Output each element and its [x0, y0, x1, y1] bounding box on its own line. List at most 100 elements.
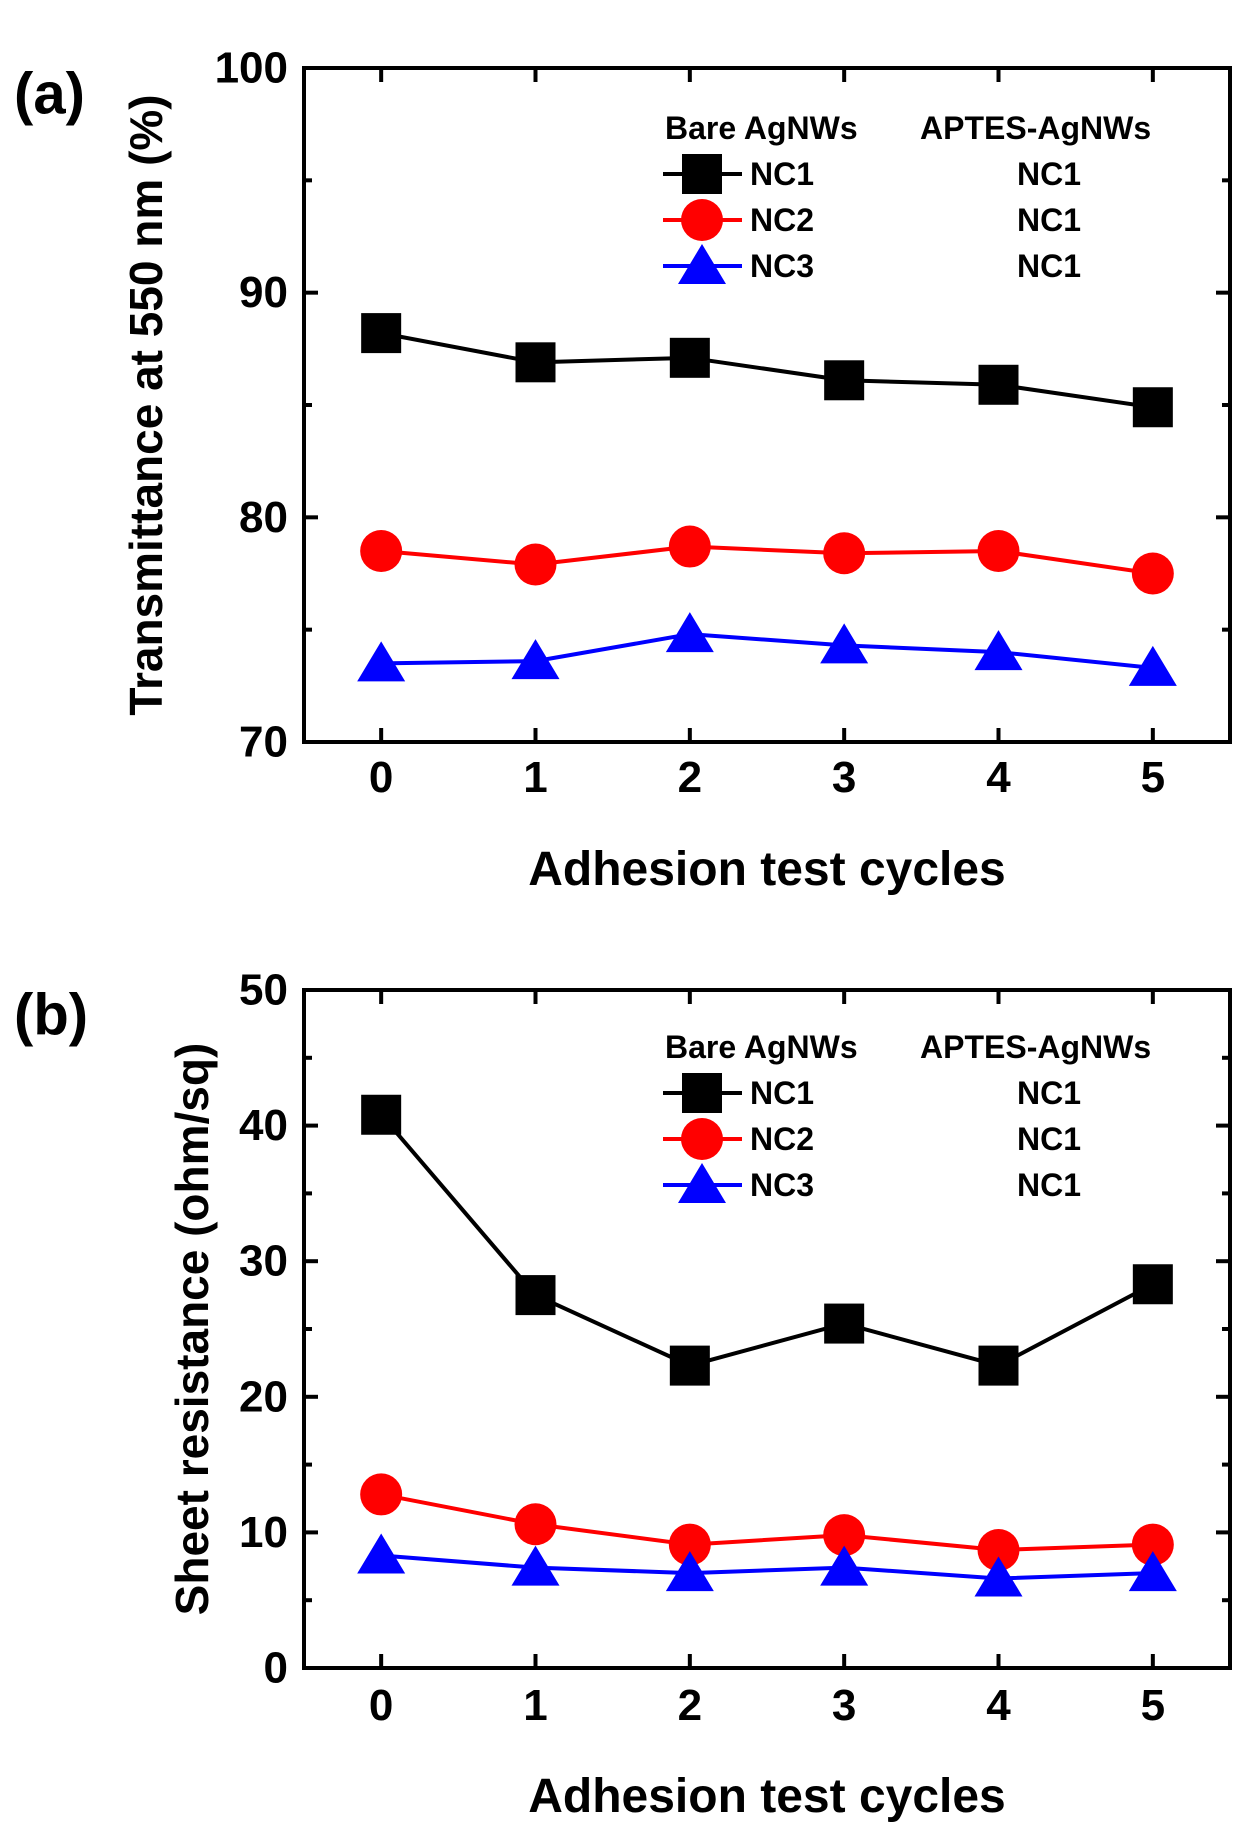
data-point	[820, 623, 869, 664]
legend-aptes-label: NC1	[1017, 248, 1081, 284]
x-axis-label: Adhesion test cycles	[528, 1770, 1006, 1823]
data-point	[1128, 1551, 1177, 1592]
data-point	[1132, 387, 1173, 428]
x-tick-label: 4	[986, 1681, 1011, 1730]
data-point	[511, 1545, 560, 1586]
data-point	[357, 641, 406, 682]
series-nc2	[360, 525, 1174, 595]
legend-header-bare: Bare AgNWs	[665, 1029, 858, 1065]
data-point	[361, 313, 402, 354]
legend-label: NC2	[750, 202, 814, 238]
data-point	[1131, 1523, 1174, 1566]
data-point	[824, 360, 865, 401]
data-point	[1131, 552, 1174, 595]
series-nc1	[361, 313, 1173, 428]
series-line	[381, 632, 1154, 670]
data-point	[360, 1473, 403, 1516]
data-point	[511, 639, 560, 680]
data-point	[820, 1545, 869, 1586]
data-point	[974, 1556, 1023, 1597]
legend-label: NC3	[750, 248, 814, 284]
data-point	[824, 1303, 865, 1344]
legend-header-bare: Bare AgNWs	[665, 110, 858, 146]
data-point	[514, 543, 557, 586]
x-tick-label: 1	[523, 753, 547, 802]
data-point	[978, 364, 1019, 405]
x-tick-label: 5	[1141, 1681, 1165, 1730]
data-point	[514, 1503, 557, 1546]
series-line	[379, 1113, 1154, 1368]
data-point	[974, 630, 1023, 671]
data-point	[978, 1345, 1019, 1386]
y-tick-label: 50	[239, 966, 288, 1015]
legend-header-aptes: APTES-AgNWs	[920, 110, 1151, 146]
legend-aptes-label: NC1	[1017, 156, 1081, 192]
data-point	[357, 1533, 406, 1574]
y-tick-label: 40	[239, 1101, 288, 1150]
x-tick-label: 4	[986, 753, 1011, 802]
y-axis-label: Transmittance at 550 nm (%)	[120, 94, 172, 715]
legend-label: NC2	[750, 1121, 814, 1157]
data-point	[823, 532, 866, 575]
series-line	[380, 544, 1154, 576]
series-line	[380, 331, 1154, 410]
series-nc3	[357, 1533, 1177, 1597]
y-axis-label: Sheet resistance (ohm/sq)	[166, 1043, 218, 1616]
data-point	[515, 342, 556, 383]
x-tick-label: 2	[678, 753, 702, 802]
x-tick-label: 0	[369, 753, 393, 802]
data-point	[1132, 1264, 1173, 1305]
series-line	[380, 1492, 1153, 1553]
data-point	[665, 1551, 714, 1592]
legend-aptes-label: NC1	[1017, 1167, 1081, 1203]
legend-label: NC1	[750, 1075, 814, 1111]
legend-aptes-label: NC1	[1017, 202, 1081, 238]
y-tick-label: 30	[239, 1237, 288, 1286]
legend-marker	[682, 1073, 722, 1113]
legend-aptes-label: NC1	[1017, 1075, 1081, 1111]
panel-a: (a) 0 1 2 3 4 5 70 80 90 100 Adhesion test cycles Tr…	[14, 44, 1232, 896]
data-point	[977, 1529, 1020, 1572]
series-nc2	[360, 1473, 1174, 1572]
data-point	[668, 525, 711, 568]
y-tick-label: 90	[239, 268, 288, 317]
panel-label: (a)	[14, 62, 85, 127]
legend-marker	[682, 154, 722, 194]
legend: Bare AgNWs APTES-AgNWs NC1 NC1 NC2 NC1 NC3 NC1	[663, 1029, 1151, 1203]
legend-marker	[678, 244, 726, 284]
data-point	[977, 530, 1020, 573]
data-point	[669, 337, 710, 378]
y-tick-label: 70	[239, 718, 288, 767]
x-tick-label: 0	[369, 1681, 393, 1730]
x-tick-label: 2	[678, 1681, 702, 1730]
y-tick-label: 80	[239, 493, 288, 542]
y-tick-label: 20	[239, 1372, 288, 1421]
data-point	[823, 1514, 866, 1557]
panel-label: (b)	[14, 983, 88, 1048]
legend: Bare AgNWs APTES-AgNWs NC1 NC1 NC2 NC1 NC3 NC1	[663, 110, 1151, 284]
legend-header-aptes: APTES-AgNWs	[920, 1029, 1151, 1065]
data-point	[1128, 645, 1177, 686]
y-tick-label: 10	[239, 1508, 288, 1557]
series-nc1	[361, 1094, 1173, 1386]
x-tick-label: 3	[832, 1681, 856, 1730]
data-point	[665, 612, 714, 653]
legend-label: NC3	[750, 1167, 814, 1203]
legend-label: NC1	[750, 156, 814, 192]
y-tick-label: 100	[215, 44, 288, 93]
data-point	[515, 1275, 556, 1316]
x-tick-label: 1	[523, 1681, 547, 1730]
legend-marker	[681, 1118, 723, 1160]
data-point	[360, 530, 403, 573]
series-nc3	[357, 612, 1177, 686]
data-point	[361, 1094, 402, 1135]
data-point	[668, 1523, 711, 1566]
legend-marker	[681, 199, 723, 241]
series-line	[381, 1553, 1153, 1581]
data-point	[669, 1345, 710, 1386]
legend-marker	[678, 1163, 726, 1203]
legend-aptes-label: NC1	[1017, 1121, 1081, 1157]
y-tick-label: 0	[264, 1644, 288, 1693]
